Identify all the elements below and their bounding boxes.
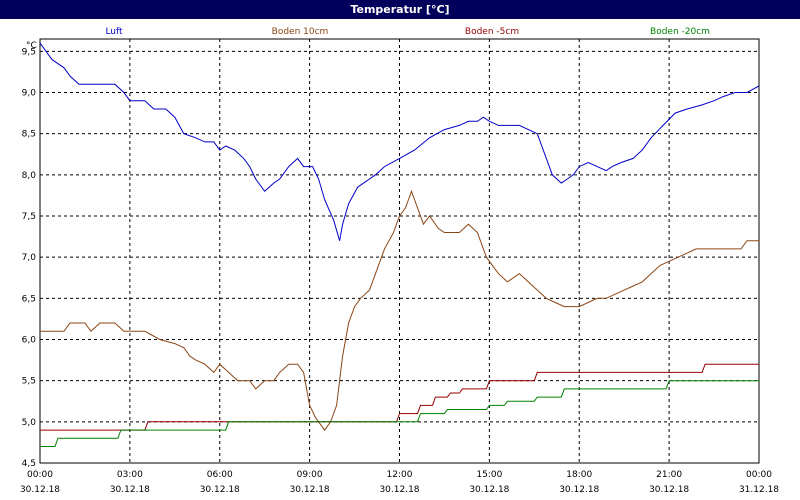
x-tick-time: 18:00 — [566, 470, 592, 480]
x-tick-date: 30.12.18 — [559, 485, 599, 495]
y-tick-label: 9,5 — [22, 47, 36, 57]
x-tick-time: 00:00 — [27, 470, 53, 480]
y-axis-unit: °C — [26, 41, 37, 51]
x-tick-date: 30.12.18 — [649, 485, 689, 495]
x-tick-time: 21:00 — [656, 470, 682, 480]
x-tick-time: 12:00 — [387, 470, 413, 480]
x-tick-time: 00:00 — [746, 470, 772, 480]
legend: Luft Boden 10cm Boden -5cm Boden -20cm — [105, 27, 710, 37]
y-tick-label: 7,0 — [22, 253, 37, 263]
x-tick-date: 31.12.18 — [739, 485, 779, 495]
series-line-boden-5cm — [40, 363, 759, 431]
legend-entry: Boden -5cm — [465, 27, 519, 37]
x-tick-date: 30.12.18 — [20, 485, 60, 495]
temperature-chart: Luft Boden 10cm Boden -5cm Boden -20cm °C 4… — [0, 19, 800, 500]
legend-entry: Boden -20cm — [650, 27, 710, 37]
y-tick-label: 6,0 — [22, 336, 37, 346]
series-lines — [39, 42, 760, 447]
x-tick-date: 30.12.18 — [200, 485, 240, 495]
x-tick-date: 30.12.18 — [290, 485, 330, 495]
y-tick-label: 5,0 — [22, 418, 37, 428]
grid — [40, 39, 759, 464]
x-tick-time: 03:00 — [117, 470, 143, 480]
x-tick-time: 06:00 — [207, 470, 233, 480]
legend-entry: Luft — [105, 27, 123, 37]
x-tick-date: 30.12.18 — [379, 485, 419, 495]
y-tick-label: 5,5 — [22, 377, 36, 387]
y-tick-label: 8,0 — [22, 171, 37, 181]
y-tick-label: 9,0 — [22, 89, 37, 99]
y-axis-ticks: 4,5 5,0 5,5 6,0 6,5 7,0 7,5 8,0 8,5 9,0 9,5 — [22, 47, 37, 469]
legend-entry: Boden 10cm — [272, 27, 329, 37]
x-tick-time: 09:00 — [297, 470, 323, 480]
y-tick-label: 4,5 — [22, 459, 36, 469]
y-tick-label: 6,5 — [22, 294, 36, 304]
chart-title: Temperatur [°C] — [0, 0, 800, 19]
chart-background — [0, 19, 800, 500]
x-tick-date: 30.12.18 — [110, 485, 150, 495]
series-line-boden-10cm — [40, 189, 759, 431]
y-tick-label: 8,5 — [22, 130, 36, 140]
x-tick-date: 30.12.18 — [469, 485, 509, 495]
x-axis-ticks: 00:00 30.12.18 03:00 30.12.18 06:00 30.12.18 0… — [20, 470, 779, 495]
series-line-boden-20cm — [40, 380, 759, 447]
y-tick-label: 7,5 — [22, 212, 36, 222]
x-tick-time: 15:00 — [476, 470, 502, 480]
series-line-luft — [39, 42, 760, 241]
plot-frame — [39, 38, 760, 464]
